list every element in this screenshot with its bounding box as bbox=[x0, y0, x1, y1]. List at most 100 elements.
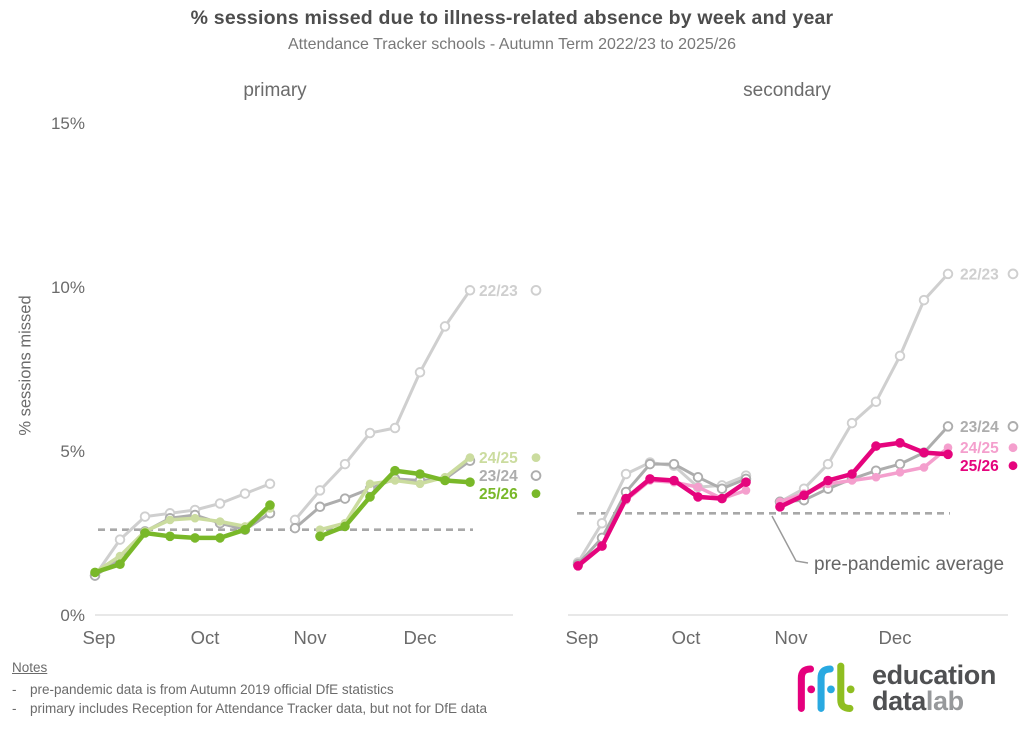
series-marker-22-23 bbox=[264, 478, 276, 490]
series-marker-25-26 bbox=[895, 438, 905, 448]
panel-title-secondary: secondary bbox=[743, 80, 831, 101]
series-line-22-23 bbox=[779, 272, 950, 504]
logo-letter-f-pink bbox=[797, 665, 815, 712]
series-marker-24-25 bbox=[919, 463, 929, 472]
logo-dot-pink bbox=[807, 685, 816, 694]
series-marker-25-26 bbox=[365, 492, 375, 502]
series-marker-25-26 bbox=[265, 500, 275, 510]
series-marker-24-25 bbox=[390, 476, 400, 485]
chart-title: % sessions missed due to illness-related… bbox=[190, 7, 834, 29]
series-marker-23-24 bbox=[314, 501, 326, 513]
series-label-marker-25-26 bbox=[1008, 461, 1018, 471]
logo-dot-green bbox=[846, 685, 855, 694]
series-marker-22-23 bbox=[139, 511, 151, 522]
series-label-marker-22-23 bbox=[530, 284, 542, 296]
x-tick-label: Oct bbox=[191, 627, 220, 648]
series-marker-25-26 bbox=[390, 465, 400, 476]
series-marker-25-26 bbox=[573, 561, 583, 571]
series-marker-23-24 bbox=[716, 483, 728, 494]
series-marker-22-23 bbox=[620, 468, 632, 480]
series-label-22-23: 22/23 bbox=[960, 266, 999, 283]
series-label-marker-24-25 bbox=[1008, 443, 1018, 453]
fft-logo-mark bbox=[797, 662, 855, 712]
series-marker-23-24 bbox=[289, 522, 301, 534]
series-label-marker-25-26 bbox=[531, 489, 541, 498]
annotation-leader-line bbox=[771, 515, 809, 564]
logo-text: education datalab bbox=[872, 656, 996, 716]
logo-education-text: education bbox=[872, 660, 996, 690]
series-marker-25-26 bbox=[847, 469, 857, 479]
series-marker-25-26 bbox=[240, 524, 250, 535]
note-bullet: - bbox=[12, 701, 17, 716]
series-marker-25-26 bbox=[115, 559, 125, 569]
series-label-marker-24-25 bbox=[531, 453, 541, 462]
series-marker-25-26 bbox=[621, 493, 631, 504]
series-marker-25-26 bbox=[440, 475, 450, 486]
notes-block: Notes - pre-pandemic data is from Autumn … bbox=[10, 660, 487, 718]
series-marker-22-23 bbox=[364, 427, 376, 439]
x-tick-label: Dec bbox=[404, 627, 437, 648]
y-tick-label: 0% bbox=[60, 606, 85, 625]
note-bullet: - bbox=[12, 682, 17, 697]
series-marker-22-23 bbox=[870, 396, 882, 408]
x-tick-label: Nov bbox=[294, 627, 328, 648]
x-tick-label: Oct bbox=[672, 627, 701, 648]
series-marker-24-25 bbox=[465, 453, 475, 462]
logo-lab-text: lab bbox=[925, 686, 964, 716]
series-marker-22-23 bbox=[822, 458, 834, 470]
series-marker-25-26 bbox=[315, 531, 325, 542]
x-tick-label: Nov bbox=[775, 627, 809, 648]
note-item-2: - primary includes Reception for Attendan… bbox=[10, 699, 487, 718]
series-marker-23-24 bbox=[894, 458, 906, 470]
series-marker-23-24 bbox=[668, 458, 680, 470]
note-text-2: primary includes Reception for Attendanc… bbox=[30, 701, 487, 716]
series-label-22-23: 22/23 bbox=[479, 283, 518, 300]
series-marker-25-26 bbox=[645, 474, 655, 484]
series-marker-25-26 bbox=[140, 528, 150, 538]
series-line-22-23 bbox=[293, 289, 472, 521]
series-marker-22-23 bbox=[894, 350, 906, 362]
series-marker-22-23 bbox=[596, 517, 608, 529]
series-marker-22-23 bbox=[846, 417, 858, 429]
series-marker-25-26 bbox=[717, 493, 727, 504]
series-marker-25-26 bbox=[340, 521, 350, 532]
series-marker-24-25 bbox=[693, 482, 703, 492]
series-marker-23-24 bbox=[644, 458, 656, 470]
series-marker-22-23 bbox=[339, 458, 351, 470]
series-marker-25-26 bbox=[693, 492, 703, 502]
series-marker-24-25 bbox=[165, 515, 175, 525]
series-label-24-25: 24/25 bbox=[960, 440, 999, 457]
series-marker-25-26 bbox=[190, 533, 200, 543]
series-marker-25-26 bbox=[775, 502, 785, 512]
series-marker-25-26 bbox=[823, 475, 833, 486]
series-marker-22-23 bbox=[918, 294, 930, 306]
series-marker-22-23 bbox=[389, 422, 401, 434]
series-marker-24-25 bbox=[895, 468, 905, 477]
series-label-marker-22-23 bbox=[1007, 268, 1019, 280]
x-tick-label: Sep bbox=[566, 627, 599, 648]
series-label-25-26: 25/26 bbox=[479, 486, 518, 503]
series-marker-25-26 bbox=[741, 477, 751, 488]
notes-heading: Notes bbox=[12, 660, 48, 675]
series-marker-25-26 bbox=[165, 531, 175, 542]
series-label-marker-23-24 bbox=[1007, 421, 1019, 432]
y-tick-label: 15% bbox=[51, 114, 85, 133]
series-label-marker-23-24 bbox=[530, 470, 542, 481]
series-marker-25-26 bbox=[871, 441, 881, 451]
logo-letter-f-blue bbox=[817, 665, 834, 712]
logo-letter-t-green bbox=[837, 662, 854, 712]
x-tick-label: Sep bbox=[83, 627, 116, 648]
series-marker-25-26 bbox=[90, 567, 100, 578]
y-tick-label: 10% bbox=[51, 278, 85, 297]
panel-title-primary: primary bbox=[243, 80, 307, 101]
series-marker-24-25 bbox=[741, 486, 751, 495]
series-marker-23-24 bbox=[692, 471, 704, 483]
series-marker-24-25 bbox=[415, 479, 425, 489]
series-marker-24-25 bbox=[847, 476, 857, 485]
series-marker-25-26 bbox=[799, 490, 809, 501]
pre-pandemic-average-label: pre-pandemic average bbox=[814, 554, 1005, 575]
series-marker-25-26 bbox=[943, 449, 953, 460]
series-marker-22-23 bbox=[114, 534, 126, 545]
series-label-25-26: 25/26 bbox=[960, 458, 999, 475]
